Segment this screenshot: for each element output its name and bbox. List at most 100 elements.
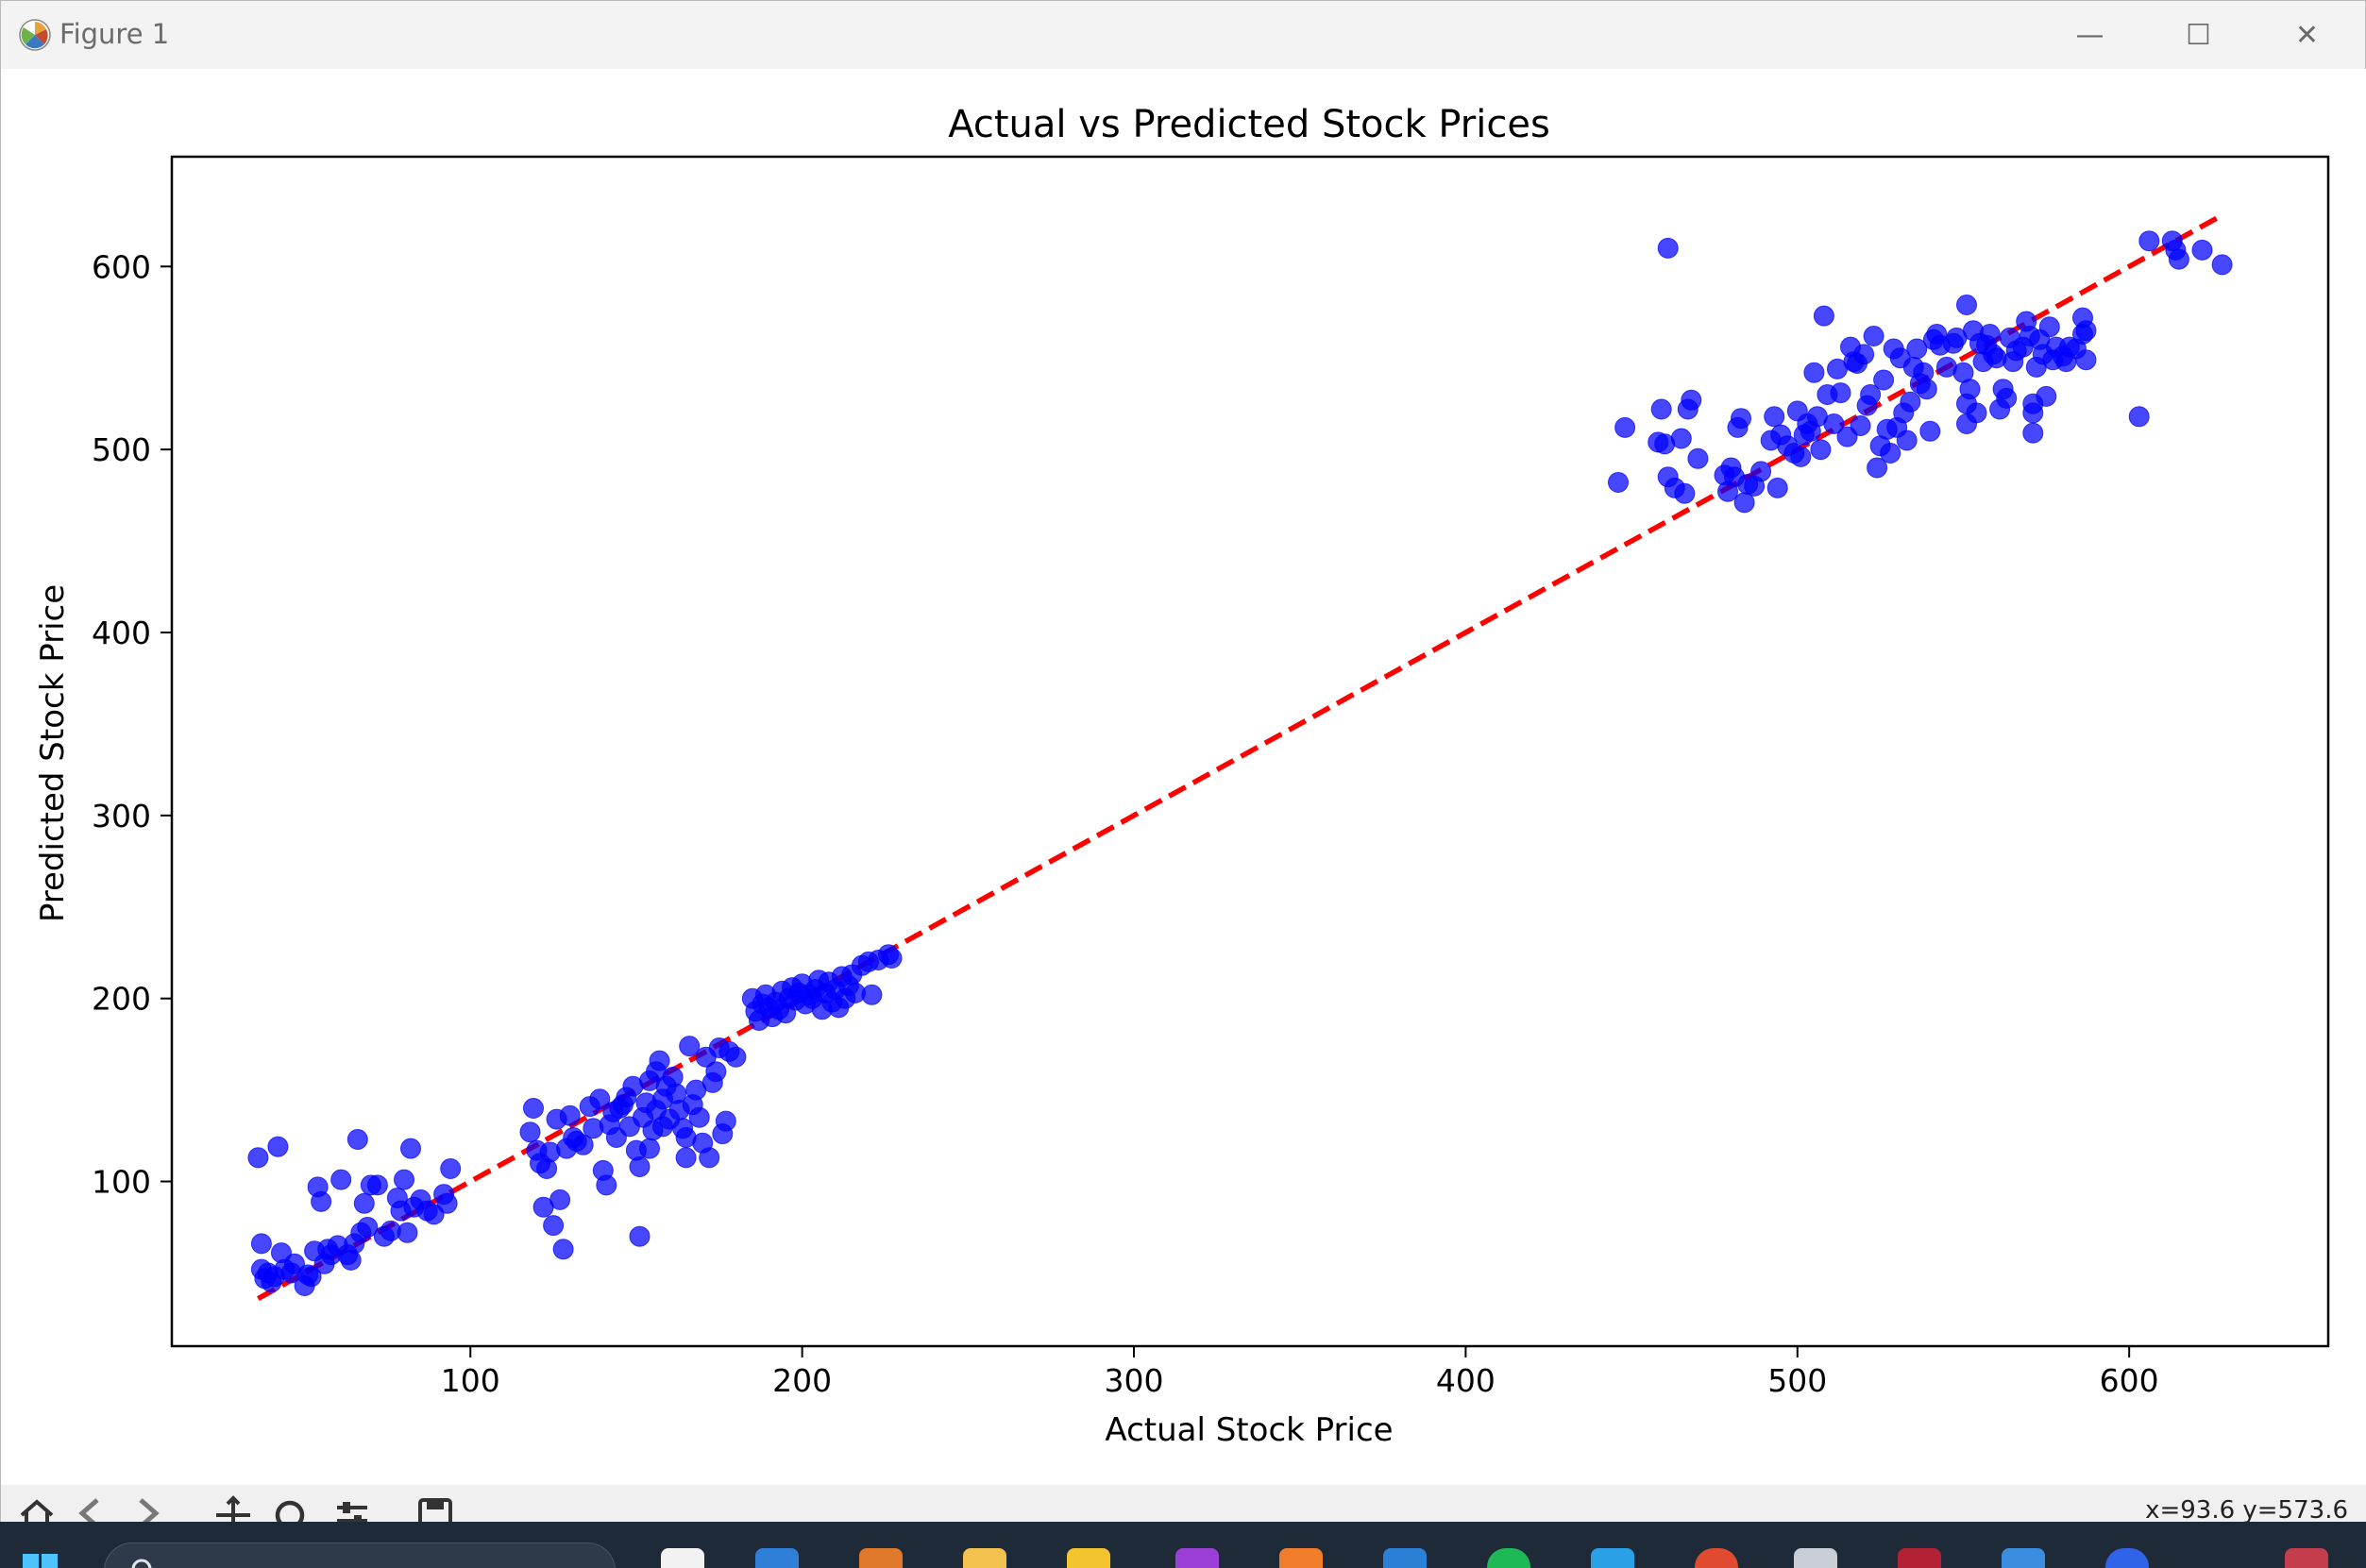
y-axis-label: Predicted Stock Price [34, 584, 72, 922]
y-tick-label: 500 [92, 431, 151, 468]
y-tick-label: 600 [92, 248, 151, 285]
taskbar-app-calculator-icon[interactable] [859, 1548, 903, 1568]
scatter-point [549, 1189, 571, 1210]
scatter-point [2191, 239, 2213, 261]
scatter-point [330, 1169, 352, 1190]
scatter-point [300, 1266, 322, 1288]
home-icon[interactable] [16, 1494, 58, 1523]
scatter-point [649, 1050, 670, 1071]
x-tick-label: 600 [2100, 1362, 2159, 1399]
scatter-point [357, 1217, 379, 1238]
scatter-point [589, 1088, 611, 1110]
scatter-point [552, 1239, 574, 1260]
x-tick-label: 200 [772, 1362, 832, 1399]
scatter-point [1966, 402, 1987, 424]
figure-canvas[interactable]: 100 200 300 400 500 600 100 200 300 400 500 600 Act… [1, 69, 2366, 1485]
scatter-point [1906, 338, 1928, 360]
taskbar-app-spotify-icon[interactable] [1487, 1548, 1530, 1568]
scatter-point [1853, 344, 1875, 365]
scatter-point [543, 1215, 565, 1237]
scatter-point [440, 1158, 462, 1179]
zoom-icon[interactable] [271, 1494, 313, 1523]
taskbar-app-git-icon[interactable] [1898, 1548, 1941, 1568]
matplotlib-logo-icon [19, 19, 51, 51]
configure-subplots-icon[interactable] [331, 1494, 373, 1523]
scatter-point [881, 948, 903, 969]
scatter-point [1850, 415, 1871, 436]
save-icon[interactable] [414, 1494, 456, 1523]
minimize-icon: — [2075, 18, 2104, 52]
cursor-coordinates: x=93.6 y=573.6 [2145, 1496, 2348, 1523]
taskbar-app-azure-icon[interactable] [1591, 1548, 1634, 1568]
scatter-point [1670, 428, 1692, 449]
scatter-point [400, 1138, 421, 1159]
forward-icon[interactable] [126, 1494, 167, 1523]
taskbar-app-firefox-icon[interactable] [1279, 1548, 1323, 1568]
x-tick-label: 500 [1767, 1362, 1827, 1399]
scatter-point [679, 1036, 701, 1057]
close-icon: ✕ [2294, 18, 2320, 52]
pan-icon[interactable] [212, 1494, 254, 1523]
scatter-point [2038, 316, 2060, 338]
scatter-point [725, 1046, 747, 1068]
x-tick-label: 400 [1436, 1362, 1496, 1399]
scatter-point [1863, 326, 1884, 346]
scatter-point [247, 1147, 269, 1169]
scatter-point [1900, 391, 1921, 413]
scatter-point [705, 1061, 727, 1083]
taskbar-app-edge-icon[interactable] [755, 1548, 799, 1568]
minimize-button[interactable]: — [2036, 1, 2144, 69]
window-title: Figure 1 [59, 18, 170, 50]
taskbar-app-pinned-icon[interactable] [1067, 1548, 1110, 1568]
scatter-point [1959, 379, 1981, 400]
scatter-point [572, 1134, 594, 1155]
taskbar-app-notepad-icon[interactable] [661, 1548, 704, 1568]
taskbar-app-settings-icon[interactable] [2002, 1548, 2045, 1568]
scatter-point [715, 1110, 736, 1132]
scatter-point [1813, 305, 1834, 327]
taskbar-app-vscode-icon[interactable] [1383, 1548, 1427, 1568]
maximize-icon: ☐ [2186, 18, 2211, 52]
scatter-point [353, 1192, 375, 1214]
maximize-button[interactable]: ☐ [2144, 1, 2253, 69]
taskbar-app-terminal-icon[interactable] [1794, 1548, 1837, 1568]
scatter-point [559, 1104, 581, 1126]
scatter-point [1896, 430, 1918, 451]
navigation-toolbar: x=93.6 y=573.6 [1, 1485, 2366, 1523]
back-icon[interactable] [71, 1494, 112, 1523]
reference-line [257, 212, 2223, 1302]
x-tick-label: 100 [441, 1362, 500, 1399]
scatter-point [629, 1225, 651, 1247]
scatter-point [2138, 230, 2160, 252]
taskbar-app-onenote-icon[interactable] [1175, 1548, 1219, 1568]
scatter-point [2168, 248, 2189, 270]
os-taskbar [0, 1522, 2366, 1568]
scatter-point [2128, 406, 2150, 428]
taskbar-search-box[interactable] [104, 1543, 616, 1568]
scatter-point [2211, 254, 2233, 276]
scatter-point [675, 1147, 697, 1169]
scatter-point [1687, 447, 1709, 469]
y-tick-label: 100 [92, 1164, 151, 1201]
scatter-point [1823, 413, 1845, 434]
scatter-point [267, 1136, 289, 1157]
scatter-point [1681, 389, 1702, 411]
taskbar-app-matplotlib-icon[interactable] [2285, 1548, 2328, 1568]
scatter-point [1956, 295, 1977, 315]
scatter-point [1979, 324, 2001, 345]
close-button[interactable]: ✕ [2253, 1, 2361, 69]
scatter-point [1657, 237, 1679, 259]
y-tick-label: 300 [92, 798, 151, 835]
start-menu-icon[interactable] [19, 1548, 62, 1568]
scatter-point [1996, 387, 2018, 409]
scatter-point [1650, 398, 1672, 420]
scatter-point [1803, 362, 1825, 383]
scatter-point [346, 1129, 368, 1150]
taskbar-app-messenger-icon[interactable] [2105, 1548, 2149, 1568]
taskbar-app-chrome-icon[interactable] [1695, 1548, 1738, 1568]
taskbar-app-explorer-icon[interactable] [963, 1548, 1006, 1568]
scatter-point [1873, 369, 1895, 391]
title-bar[interactable]: Figure 1 — ☐ ✕ [1, 1, 2365, 69]
scatter-point [2036, 385, 2057, 407]
scatter-point [2075, 349, 2097, 371]
